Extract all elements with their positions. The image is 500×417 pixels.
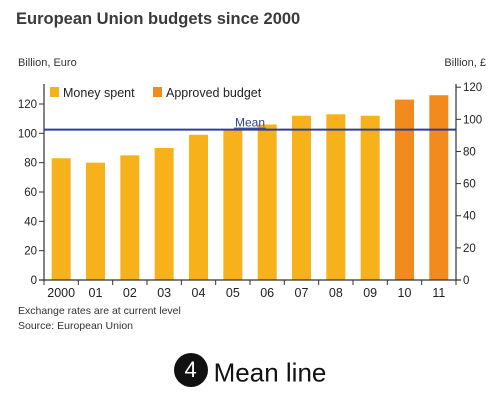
x-tick-label-01: 01	[89, 286, 103, 300]
right-tick-label-40: 40	[463, 211, 476, 223]
bar-spent-09	[360, 115, 380, 280]
x-tick-label-10: 10	[398, 286, 412, 300]
bar-approved-11	[429, 95, 449, 280]
left-tick-label-0: 0	[31, 275, 37, 287]
bar-spent-2000	[51, 158, 71, 280]
right-axis-unit: Billion, £	[444, 57, 486, 69]
left-tick-label-80: 80	[24, 158, 37, 170]
bar-spent-04	[189, 134, 208, 280]
chart-title: European Union budgets since 2000	[16, 10, 301, 28]
mean-label: Mean	[235, 116, 265, 130]
legend-spent-label: Money spent	[63, 86, 135, 100]
left-tick-label-100: 100	[18, 128, 37, 140]
legend-approved-label: Approved budget	[166, 86, 262, 100]
bar-approved-10	[395, 99, 414, 280]
legend-spent-swatch	[50, 87, 59, 97]
x-tick-label-06: 06	[260, 286, 274, 300]
x-tick-label-04: 04	[192, 286, 206, 300]
caption: 4 Mean line	[0, 353, 500, 390]
x-tick-label-07: 07	[295, 286, 309, 300]
right-tick-label-100: 100	[463, 114, 482, 126]
x-tick-label-03: 03	[157, 286, 171, 300]
right-tick-label-0: 0	[463, 275, 469, 287]
bar-spent-03	[154, 148, 174, 280]
bar-spent-07	[292, 115, 311, 280]
bar-spent-06	[257, 124, 277, 281]
exchange-rate-note: Exchange rates are at current level	[18, 305, 181, 317]
x-tick-label-05: 05	[226, 286, 240, 300]
bar-spent-08	[326, 114, 346, 281]
left-tick-label-60: 60	[24, 187, 37, 199]
left-axis-unit: Billion, Euro	[18, 57, 77, 69]
x-tick-label-02: 02	[123, 286, 137, 300]
bar-spent-05	[223, 128, 243, 280]
right-tick-label-20: 20	[463, 243, 476, 255]
source-note: Source: European Union	[18, 320, 133, 332]
caption-text: Mean line	[213, 357, 327, 388]
x-tick-label-2000: 2000	[47, 286, 75, 300]
right-tick-label-120: 120	[463, 82, 482, 94]
left-tick-label-20: 20	[24, 246, 37, 258]
x-tick-label-08: 08	[329, 286, 343, 300]
legend-approved-swatch	[153, 87, 162, 97]
right-tick-label-60: 60	[463, 179, 476, 191]
bar-spent-01	[86, 162, 105, 280]
right-tick-label-80: 80	[463, 146, 476, 158]
x-tick-label-09: 09	[363, 286, 377, 300]
left-tick-label-120: 120	[18, 99, 37, 111]
caption-number-badge: 4	[173, 353, 208, 388]
x-tick-label-11: 11	[432, 286, 445, 300]
left-tick-label-40: 40	[24, 216, 37, 228]
bar-spent-02	[120, 155, 140, 280]
